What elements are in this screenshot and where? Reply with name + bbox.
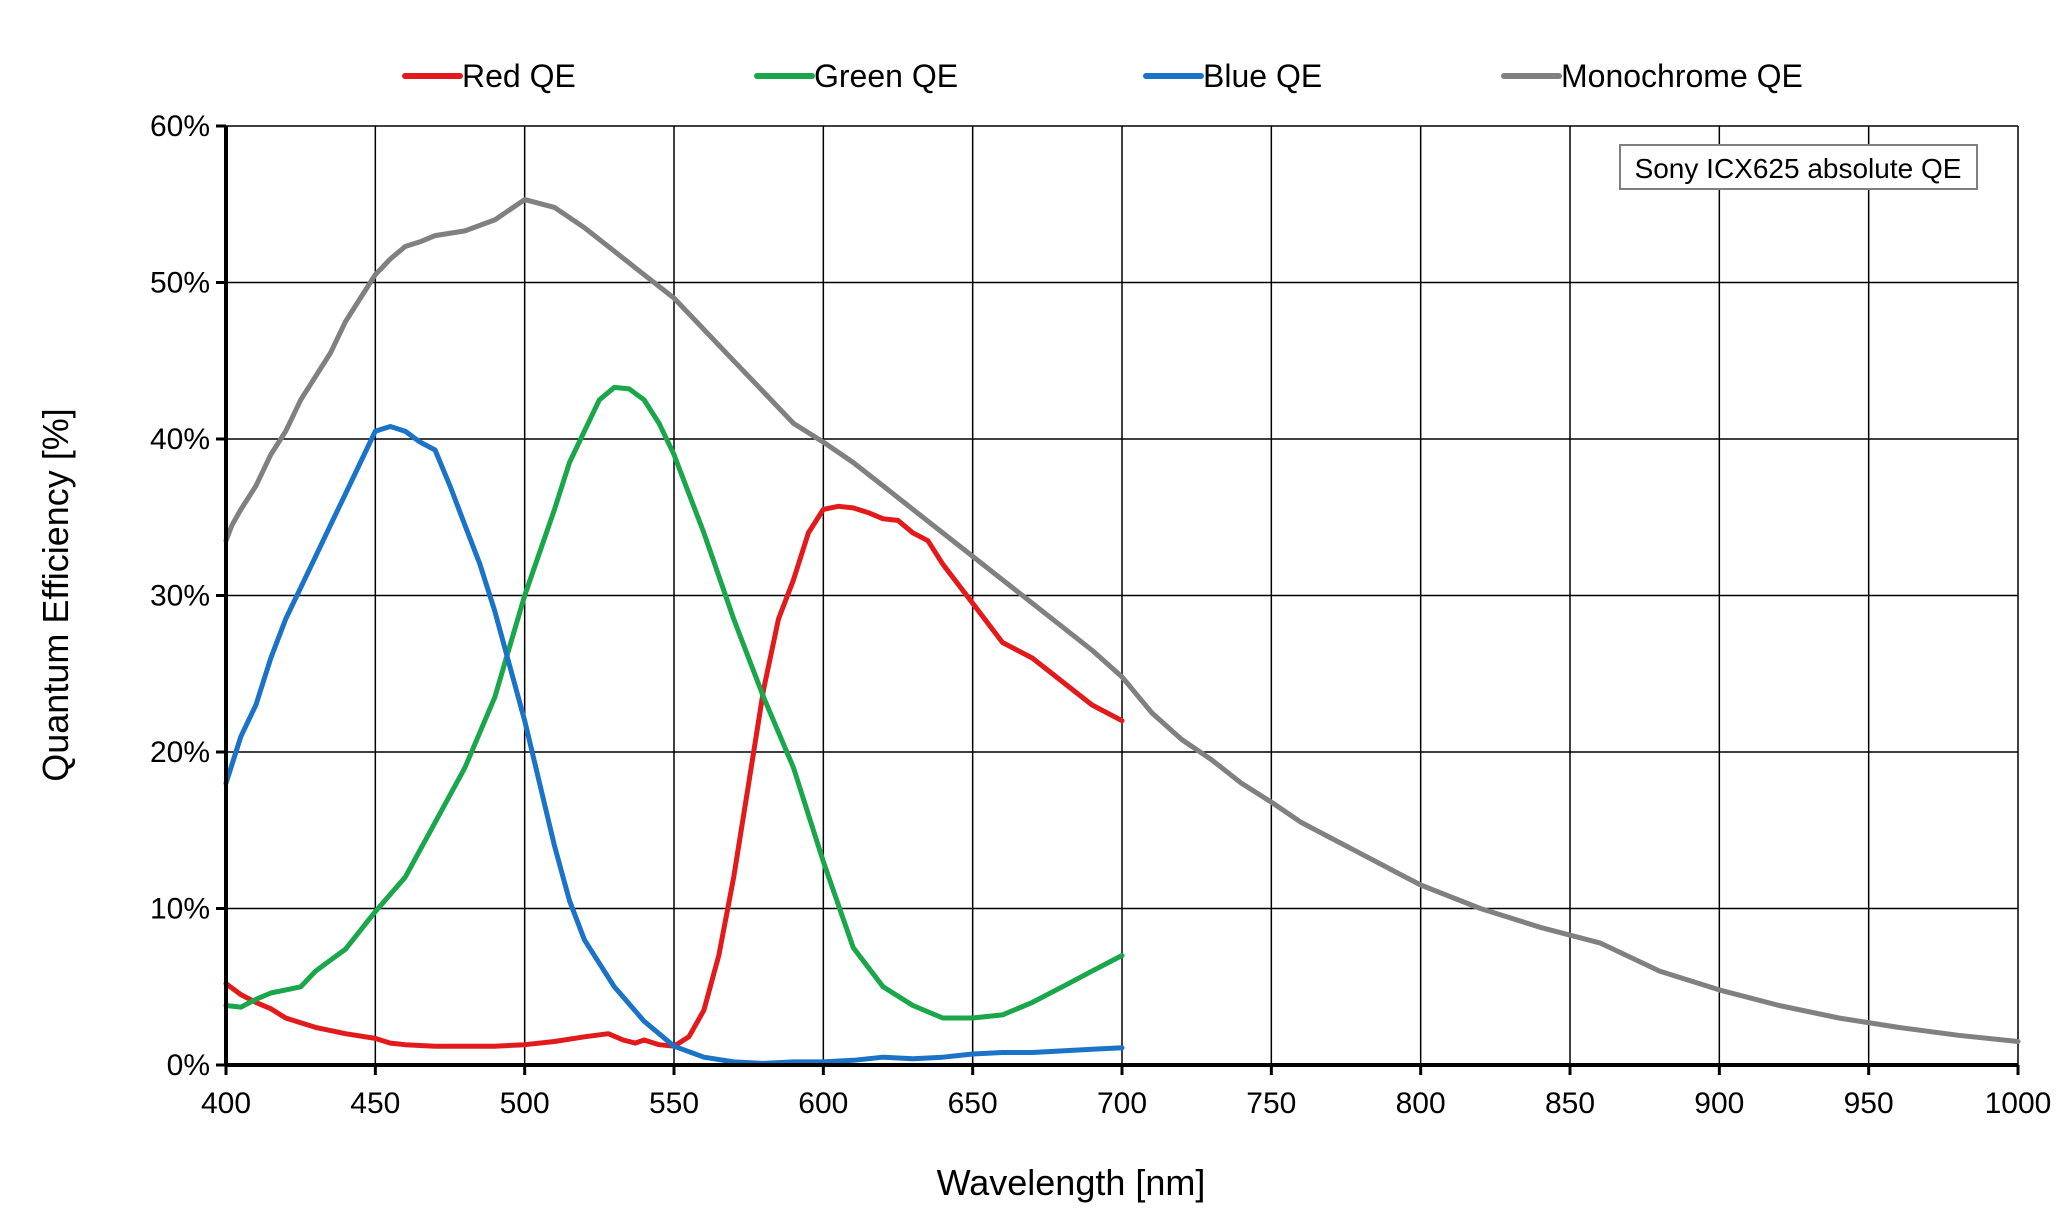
x-tick-label: 500	[500, 1087, 550, 1120]
axes	[216, 124, 2020, 1075]
legend-label: Red QE	[462, 58, 576, 94]
series-layer	[223, 197, 2021, 1066]
legend-label: Monochrome QE	[1561, 58, 1803, 94]
y-tick-label: 0%	[167, 1049, 210, 1082]
grid	[226, 125, 2019, 1065]
y-axis-label: Quantum Efficiency [%]	[35, 408, 76, 782]
x-axis-label: Wavelength [nm]	[937, 1162, 1206, 1203]
y-tick-label: 40%	[150, 423, 210, 456]
x-tick-label: 550	[649, 1087, 699, 1120]
x-tick-label: 450	[350, 1087, 400, 1120]
annotation-box: Sony ICX625 absolute QE	[1619, 144, 1978, 190]
x-tick-label: 400	[201, 1087, 251, 1120]
x-tick-label: 600	[798, 1087, 848, 1120]
x-tick-label: 1000	[1985, 1087, 2052, 1120]
series-line-red-qe	[223, 503, 1125, 1049]
y-tick-label: 60%	[150, 110, 210, 143]
tick-labels: 400 450 500 550 600 650 700 750 800 850 900 950 1000…	[150, 110, 2051, 1120]
x-tick-label: 900	[1694, 1087, 1744, 1120]
x-tick-label: 700	[1097, 1087, 1147, 1120]
y-tick-label: 20%	[150, 736, 210, 769]
series-line-blue-qe	[223, 424, 1125, 1066]
y-tick-label: 10%	[150, 893, 210, 926]
annotation-frame	[1619, 144, 1978, 190]
x-tick-label: 650	[948, 1087, 998, 1120]
x-tick-label: 800	[1396, 1087, 1446, 1120]
y-tick-label: 30%	[150, 580, 210, 613]
y-tick-label: 50%	[150, 267, 210, 300]
series-line-monochrome-qe	[223, 197, 2021, 1044]
legend-label: Green QE	[814, 58, 958, 94]
series-line-green-qe	[223, 384, 1125, 1021]
x-tick-label: 750	[1246, 1087, 1296, 1120]
legend-label: Blue QE	[1203, 58, 1322, 94]
x-tick-label: 850	[1545, 1087, 1595, 1120]
legend: Red QE Green QE Blue QE Monochrome QE	[402, 58, 1803, 94]
annotation-text: Sony ICX625 absolute QE	[1635, 153, 1962, 184]
x-tick-label: 950	[1844, 1087, 1894, 1120]
